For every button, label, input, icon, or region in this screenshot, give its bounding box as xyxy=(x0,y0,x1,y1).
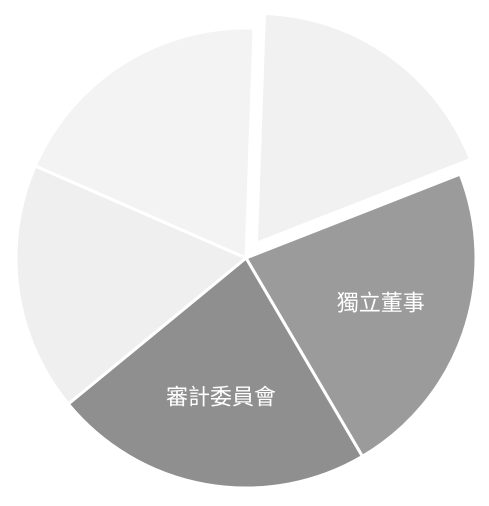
pie-slice-2 xyxy=(243,172,478,459)
pie-slice-1 xyxy=(254,11,473,246)
pie-slice-5 xyxy=(33,26,256,261)
pie-slice-3 xyxy=(66,255,365,490)
pie-slice-4 xyxy=(14,163,249,407)
pie-slices xyxy=(14,11,478,490)
slice-label-2: 獨立董事 xyxy=(337,292,425,317)
slice-label-3: 審計委員會 xyxy=(166,385,276,410)
